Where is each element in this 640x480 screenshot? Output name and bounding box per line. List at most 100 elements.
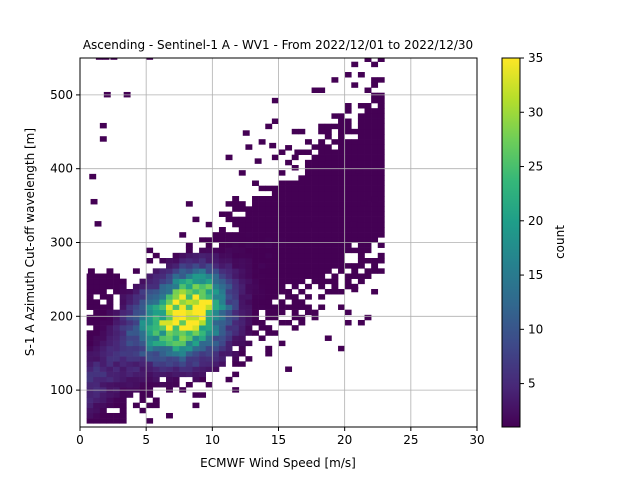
heatmap-cell — [238, 258, 246, 264]
heatmap-cell — [94, 221, 102, 227]
heatmap-cell — [324, 227, 332, 233]
heatmap-cell — [351, 211, 359, 217]
heatmap-cell — [159, 258, 167, 264]
heatmap-cell — [232, 361, 240, 367]
heatmap-cell — [338, 211, 345, 217]
heatmap-cell — [185, 242, 193, 248]
heatmap-cell — [254, 158, 262, 164]
heatmap-cell — [298, 268, 306, 274]
heatmap-cell — [331, 180, 339, 186]
heatmap-cell — [179, 288, 187, 295]
heatmap-cell — [166, 325, 173, 331]
heatmap-cell — [205, 268, 213, 274]
heatmap-cell — [232, 350, 240, 357]
heatmap-cell — [331, 190, 339, 197]
heatmap-cell — [152, 330, 160, 336]
heatmap-cell — [318, 170, 326, 176]
heatmap-cell — [265, 304, 273, 310]
heatmap-cell — [139, 381, 147, 388]
heatmap-cell — [179, 304, 187, 310]
heatmap-cell — [377, 252, 385, 259]
heatmap-cell — [291, 227, 299, 233]
heatmap-cell — [218, 278, 226, 285]
heatmap-cell — [364, 144, 372, 150]
heatmap-cell — [192, 356, 200, 362]
heatmap-cell — [344, 159, 352, 166]
heatmap-cell — [291, 263, 299, 269]
heatmap-cell — [344, 278, 352, 285]
heatmap-cell — [285, 196, 293, 202]
heatmap-cell — [172, 340, 180, 347]
heatmap-cell — [159, 381, 167, 388]
heatmap-cell — [331, 175, 339, 181]
heatmap-cell — [132, 340, 140, 347]
heatmap-cell — [119, 345, 127, 352]
heatmap-cell — [238, 252, 246, 259]
heatmap-cell — [119, 361, 127, 367]
heatmap-cell — [357, 118, 365, 124]
heatmap-cell — [324, 247, 332, 254]
heatmap-cell — [245, 263, 253, 269]
heatmap-cell — [212, 304, 220, 310]
heatmap-cell — [331, 159, 339, 166]
heatmap-cell — [311, 211, 319, 217]
heatmap-cell — [338, 175, 345, 181]
heatmap-cell — [371, 268, 379, 274]
heatmap-cell — [238, 309, 246, 316]
heatmap-cell — [205, 350, 213, 357]
heatmap-cell — [242, 130, 250, 136]
heatmap-cell — [192, 258, 200, 264]
heatmap-cell — [298, 273, 306, 279]
heatmap-cell — [106, 392, 114, 398]
heatmap-cell — [252, 227, 259, 233]
colorbar-tick-label: 25 — [528, 160, 543, 174]
heatmap-cell — [344, 128, 352, 135]
heatmap-cell — [106, 366, 114, 372]
heatmap-cell — [205, 314, 213, 321]
heatmap-cell — [351, 196, 359, 202]
heatmap-cell — [258, 325, 266, 331]
heatmap-cell — [99, 335, 107, 341]
heatmap-cell — [146, 392, 154, 398]
heatmap-cell — [265, 309, 273, 316]
heatmap-cell — [185, 294, 193, 300]
heatmap-cell — [331, 288, 339, 295]
heatmap-cell — [324, 175, 332, 181]
heatmap-cell — [199, 376, 207, 383]
heatmap-cell — [166, 258, 173, 264]
heatmap-cell — [185, 283, 193, 290]
heatmap-cell — [344, 170, 352, 176]
heatmap-cell — [291, 258, 299, 264]
heatmap-cell — [285, 145, 293, 151]
heatmap-cell — [132, 345, 140, 352]
heatmap-cell — [218, 345, 226, 352]
x-tick-label: 15 — [271, 433, 286, 447]
heatmap-cell — [146, 247, 154, 254]
heatmap-cell — [324, 154, 332, 161]
heatmap-cell — [265, 268, 273, 274]
heatmap-cell — [172, 263, 180, 269]
heatmap-cell — [166, 309, 173, 316]
heatmap-cell — [146, 314, 154, 321]
heatmap-cell — [338, 232, 345, 238]
heatmap-cell — [113, 376, 120, 383]
heatmap-cell — [205, 221, 213, 228]
heatmap-cell — [360, 200, 368, 206]
heatmap-cell — [126, 319, 134, 326]
heatmap-cell — [238, 361, 246, 367]
heatmap-cell — [252, 247, 259, 254]
heatmap-cell — [364, 108, 372, 114]
heatmap-cell — [258, 242, 266, 248]
heatmap-cell — [93, 319, 101, 326]
heatmap-cell — [318, 294, 326, 300]
heatmap-cell — [252, 263, 259, 269]
heatmap-cell — [324, 180, 332, 186]
heatmap-cell — [304, 206, 312, 212]
heatmap-cell — [139, 304, 147, 310]
heatmap-cell — [166, 412, 173, 419]
heatmap-cell — [192, 325, 200, 331]
heatmap-cell — [324, 165, 332, 171]
heatmap-cell — [252, 268, 259, 274]
heatmap-cell — [199, 278, 207, 285]
heatmap-cell — [304, 175, 312, 181]
